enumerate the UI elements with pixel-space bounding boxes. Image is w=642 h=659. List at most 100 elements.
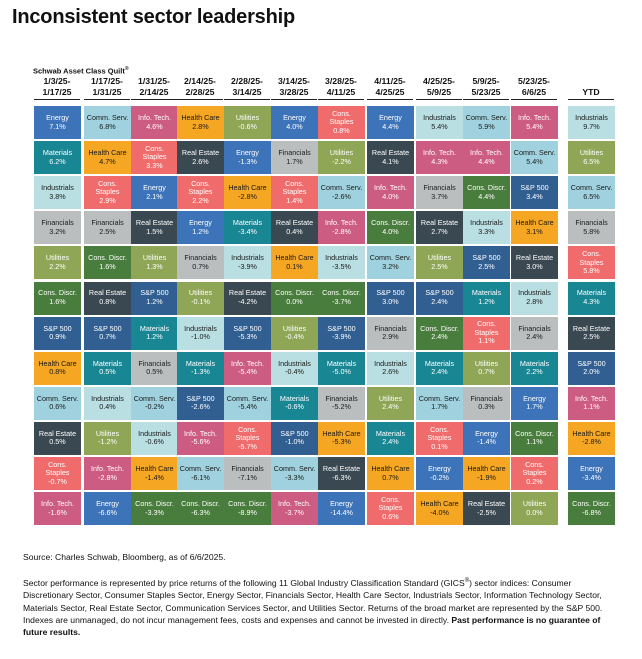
quilt-cell-cons-discr: Cons. Discr. 1.1% (511, 421, 558, 455)
quilt-cell-health-care: Health Care 0.8% (34, 351, 81, 385)
source-note: Source: Charles Schwab, Bloomberg, as of… (23, 552, 226, 562)
quilt-cell-financials: Financials 2.5% (84, 211, 131, 245)
quilt-cell-cons-staples: Cons. Staples -0.7% (34, 457, 81, 490)
sector-name: S&P 500 (425, 288, 454, 298)
sector-return: 2.4% (431, 297, 448, 306)
sector-name: Comm. Serv. (465, 112, 508, 122)
sector-name: Info. Tech. (40, 499, 75, 508)
header-rule (84, 99, 130, 100)
sector-return: 2.6% (192, 156, 209, 166)
sector-return: 6.5% (583, 191, 600, 201)
quilt-cell-comm-serv: Comm. Serv. 6.8% (84, 106, 131, 139)
quilt-cell-health-care: Health Care 2.8% (177, 106, 224, 139)
sector-return: 2.4% (382, 437, 399, 447)
sector-return: 5.9% (478, 121, 495, 131)
sector-return: 0.0% (286, 297, 303, 306)
period-header: 2/14/25- 2/28/25 (176, 76, 224, 100)
sector-name: Energy (283, 112, 306, 122)
sector-name: Cons. Discr. (572, 499, 611, 508)
sector-name: Comm. Serv. (570, 183, 613, 193)
sector-name: Info. Tech. (324, 218, 359, 228)
quilt-cell-comm-serv: Comm. Serv. 5.9% (463, 106, 510, 139)
period-header-line: 4/25/25- (423, 76, 455, 86)
quilt-cell-industrials: Industrials 5.4% (416, 106, 463, 139)
period-header-line: 1/3/25- (43, 76, 71, 86)
quilt-cell-energy: Energy -1.4% (463, 421, 510, 455)
sector-name: Info. Tech. (574, 393, 609, 403)
sector-return: 3.3% (146, 160, 163, 170)
sector-return: 3.1% (526, 226, 543, 236)
sector-name: Energy (46, 112, 69, 122)
sector-name: Cons. Staples (427, 424, 452, 443)
sector-name: Health Care (515, 218, 554, 228)
sector-return: -5.2% (332, 402, 351, 412)
sector-name: Health Care (420, 499, 459, 508)
sector-return: -14.4% (330, 507, 353, 517)
sector-name: Comm. Serv. (133, 393, 176, 403)
sector-return: 1.5% (146, 226, 163, 236)
sector-name: Industrials (575, 112, 608, 122)
quilt-cell-energy: Energy 7.1% (34, 106, 81, 139)
sector-name: Materials (139, 323, 170, 333)
sector-return: 0.9% (49, 332, 66, 342)
sector-name: Energy (330, 499, 353, 508)
sector-name: Industrials (231, 253, 264, 263)
registered-mark: ® (124, 66, 129, 72)
sector-return: 0.6% (382, 511, 399, 521)
quilt-cell-comm-serv: Comm. Serv. -2.6% (318, 176, 365, 210)
sector-return: -0.6% (145, 437, 164, 447)
sector-return: -0.4% (285, 332, 304, 342)
sector-return: -2.2% (332, 156, 351, 166)
sector-return: 0.8% (49, 367, 66, 377)
quilt-cell-utilities: Utilities 2.4% (367, 386, 414, 420)
sector-return: 1.1% (526, 437, 543, 447)
sector-name: Comm. Serv. (36, 393, 79, 403)
sector-name: Energy (143, 183, 166, 193)
header-rule (416, 99, 462, 100)
header-rule (271, 99, 317, 100)
sector-return: 4.3% (431, 156, 448, 166)
sector-return: 3.4% (526, 191, 543, 201)
quilt-cell-cons-discr: Cons. Discr. -3.7% (318, 281, 365, 315)
sector-name: Industrials (138, 428, 171, 438)
quilt-cell-sandp-500: S&P 500 -1.0% (271, 421, 318, 455)
quilt-label: Schwab Asset Class Quilt® (33, 66, 129, 76)
sector-name: Industrials (184, 323, 217, 333)
sector-return: 2.8% (526, 297, 543, 306)
sector-name: Cons. Discr. (228, 499, 267, 508)
sector-name: Cons. Discr. (467, 183, 506, 193)
header-rule (318, 99, 364, 100)
sector-return: 0.7% (192, 261, 209, 271)
sector-return: 5.8% (583, 226, 600, 236)
sector-name: Comm. Serv. (226, 393, 269, 403)
sector-return: -6.3% (332, 472, 351, 482)
quilt-cell-info-tech: Info. Tech. -2.8% (318, 211, 365, 245)
sector-return: -6.8% (582, 507, 601, 517)
quilt-cell-cons-staples: Cons. Staples 1.4% (271, 176, 318, 210)
sector-name: S&P 500 (43, 323, 72, 333)
quilt-cell-utilities: Utilities -2.2% (318, 141, 365, 175)
quilt-cell-energy: Energy -6.6% (84, 492, 131, 526)
period-header-line: 2/14/25 (139, 87, 169, 97)
sector-name: Energy (523, 393, 546, 403)
sector-return: 9.7% (583, 121, 600, 131)
quilt-cell-materials: Materials 4.3% (568, 281, 615, 315)
sector-return: -5.3% (238, 332, 257, 342)
sector-return: -1.3% (238, 156, 257, 166)
sector-return: 4.0% (382, 226, 399, 236)
quilt-cell-sandp-500: S&P 500 2.0% (568, 351, 615, 385)
sector-return: 4.4% (478, 156, 495, 166)
sector-name: Comm. Serv. (320, 183, 363, 193)
sector-return: 0.0% (526, 507, 543, 517)
header-rule (177, 99, 223, 100)
methodology-text-2: ) sector indices: Consumer Discretionary… (23, 577, 603, 626)
sector-return: 5.8% (583, 266, 600, 276)
period-header-line: 6/6/25 (521, 87, 547, 97)
sector-return: -2.8% (98, 472, 117, 482)
sector-name: Info. Tech. (469, 148, 504, 157)
sector-name: Cons. Discr. (135, 499, 174, 508)
sector-return: -3.4% (238, 226, 257, 236)
sector-return: 1.6% (49, 297, 66, 306)
quilt-cell-cons-staples: Cons. Staples 1.1% (463, 316, 510, 350)
sector-name: Financials (575, 218, 608, 228)
